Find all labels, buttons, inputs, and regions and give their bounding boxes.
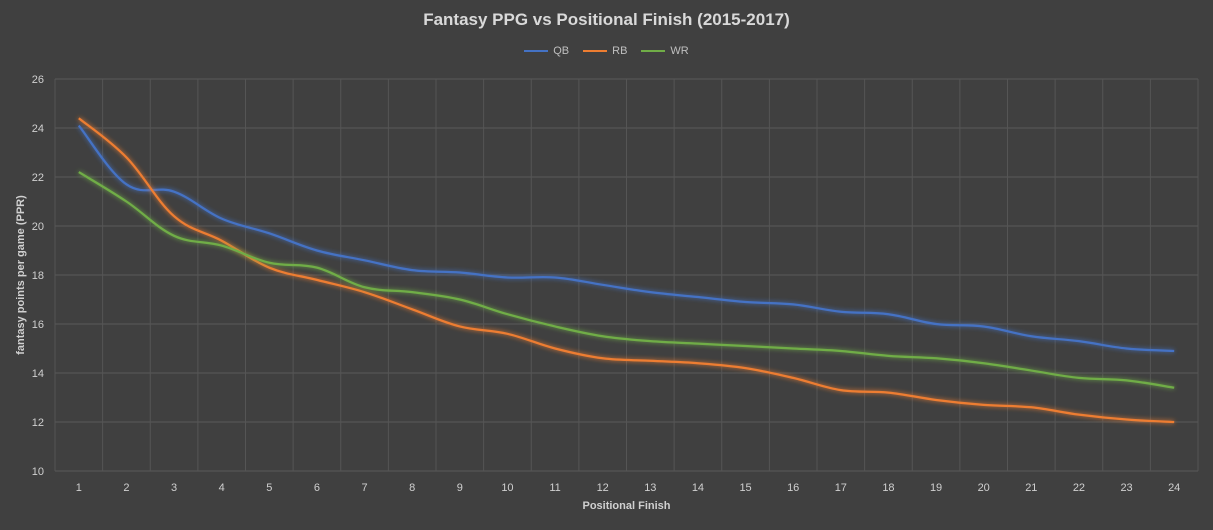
legend-swatch-rb: [583, 50, 608, 52]
x-tick-label: 2: [123, 482, 129, 494]
x-tick-label: 9: [457, 482, 463, 494]
x-tick-label: 6: [314, 482, 320, 494]
series-layer: [77, 117, 1175, 424]
y-tick-label: 12: [32, 417, 44, 429]
x-tick-label: 24: [1168, 482, 1180, 494]
y-tick-label: 14: [32, 368, 44, 380]
x-tick-label: 17: [835, 482, 847, 494]
y-axis-title: fantasy points per game (PPR): [15, 195, 27, 355]
x-tick-label: 19: [930, 482, 942, 494]
y-tick-label: 26: [32, 74, 44, 86]
legend-item-wr[interactable]: WR: [641, 45, 689, 57]
series-line-rb[interactable]: [78, 117, 1175, 424]
x-tick-label: 1: [76, 482, 82, 494]
y-tick-label: 22: [32, 172, 44, 184]
series-line-qb[interactable]: [77, 124, 1175, 353]
x-tick-label: 7: [362, 482, 368, 494]
x-axis-title: Positional Finish: [582, 500, 670, 512]
legend-label-wr: WR: [670, 45, 689, 57]
x-tick-label: 23: [1120, 482, 1132, 494]
x-tick-label: 21: [1025, 482, 1037, 494]
x-tick-label: 10: [501, 482, 513, 494]
x-tick-label: 5: [266, 482, 272, 494]
x-tick-label: 4: [219, 482, 225, 494]
x-tick-label: 13: [644, 482, 656, 494]
grid-layer: [54, 78, 1199, 472]
legend-swatch-qb: [524, 50, 549, 52]
x-tick-label: 16: [787, 482, 799, 494]
x-tick-label: 18: [882, 482, 894, 494]
x-tick-label: 12: [597, 482, 609, 494]
legend: QB RB WR: [0, 45, 1213, 57]
x-tick-label: 20: [978, 482, 990, 494]
legend-swatch-wr: [641, 50, 666, 52]
legend-label-rb: RB: [612, 45, 628, 57]
y-tick-label: 10: [32, 466, 44, 478]
y-tick-label: 20: [32, 221, 44, 233]
y-tick-label: 16: [32, 319, 44, 331]
x-tick-label: 14: [692, 482, 704, 494]
x-tick-label: 11: [549, 482, 560, 494]
series-line-wr[interactable]: [78, 171, 1175, 389]
x-tick-label: 22: [1073, 482, 1085, 494]
y-tick-label: 18: [32, 270, 44, 282]
x-tick-label: 8: [409, 482, 415, 494]
legend-label-qb: QB: [553, 45, 570, 57]
y-tick-label: 24: [32, 123, 44, 135]
x-tick-label: 15: [739, 482, 751, 494]
legend-item-qb[interactable]: QB: [524, 45, 569, 57]
x-tick-label: 3: [171, 482, 177, 494]
legend-item-rb[interactable]: RB: [583, 45, 627, 57]
chart-title: Fantasy PPG vs Positional Finish (2015-2…: [423, 10, 790, 29]
